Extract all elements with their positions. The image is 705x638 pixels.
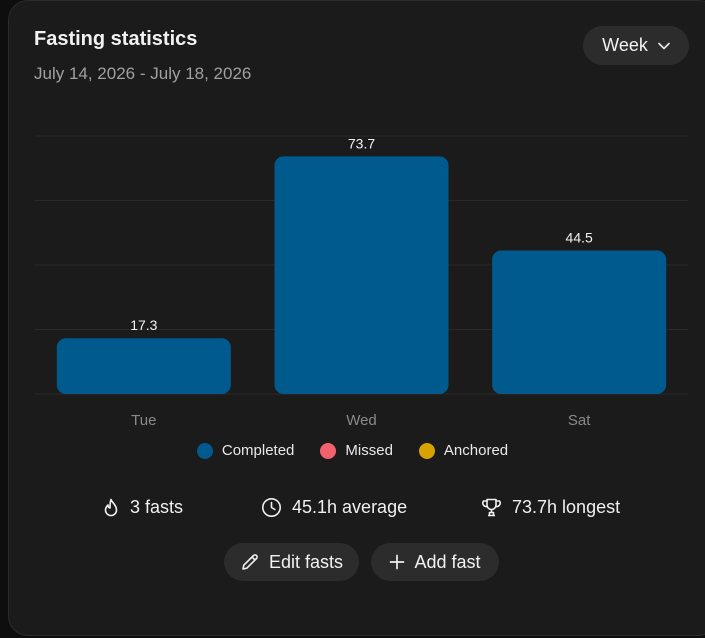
stat-fasts: 3 fasts	[102, 497, 183, 518]
trophy-icon	[482, 498, 501, 517]
legend-dot-anchored	[418, 442, 435, 459]
add-fast-label: Add fast	[414, 551, 481, 572]
period-select-value: Week	[602, 35, 648, 55]
x-tick-wed: Wed	[346, 412, 377, 429]
legend-label-anchored: Anchored	[443, 442, 509, 459]
legend-item-anchored: Anchored	[418, 442, 509, 459]
edit-fasts-button[interactable]: Edit fasts	[224, 543, 359, 581]
add-fast-button[interactable]: Add fast	[371, 543, 499, 581]
pencil-icon	[242, 554, 258, 570]
clock-icon	[262, 498, 281, 517]
bar-wed[interactable]	[274, 156, 449, 394]
stat-average: 45.1h average	[261, 497, 407, 518]
legend-label-missed: Missed	[345, 442, 393, 459]
period-select[interactable]: Week	[583, 26, 689, 65]
x-tick-tue: Tue	[131, 412, 156, 429]
fasting-bar-chart: 17.3 Tue 73.7 Wed 44.5 Sat	[35, 135, 688, 429]
legend-dot-completed	[196, 442, 213, 459]
x-tick-sat: Sat	[568, 412, 591, 429]
data-label-sat: 44.5	[566, 229, 593, 245]
page-title: Fasting statistics	[34, 28, 198, 50]
legend-label-completed: Completed	[221, 442, 295, 459]
bar-tue[interactable]	[56, 338, 231, 394]
stat-longest-text: 73.7h longest	[512, 497, 621, 517]
date-range: July 14, 2026 - July 18, 2026	[34, 64, 252, 83]
chart-legend: Completed Missed Anchored	[0, 442, 705, 459]
flame-icon	[104, 498, 118, 516]
data-label-tue: 17.3	[130, 317, 157, 333]
data-label-wed: 73.7	[348, 135, 375, 151]
action-bar: Edit fasts Add fast	[0, 543, 705, 581]
stat-longest: 73.7h longest	[481, 497, 620, 518]
edit-fasts-label: Edit fasts	[268, 551, 344, 572]
legend-item-completed: Completed	[196, 442, 295, 459]
bar-sat[interactable]	[492, 250, 667, 394]
plus-icon	[390, 554, 405, 570]
chevron-down-icon	[658, 42, 670, 49]
stat-average-text: 45.1h average	[292, 497, 408, 517]
stat-fasts-text: 3 fasts	[130, 497, 184, 517]
legend-item-missed: Missed	[320, 442, 393, 459]
summary-stats: 3 fasts 45.1h average 73.7h longest	[0, 497, 705, 523]
legend-dot-missed	[320, 442, 337, 459]
